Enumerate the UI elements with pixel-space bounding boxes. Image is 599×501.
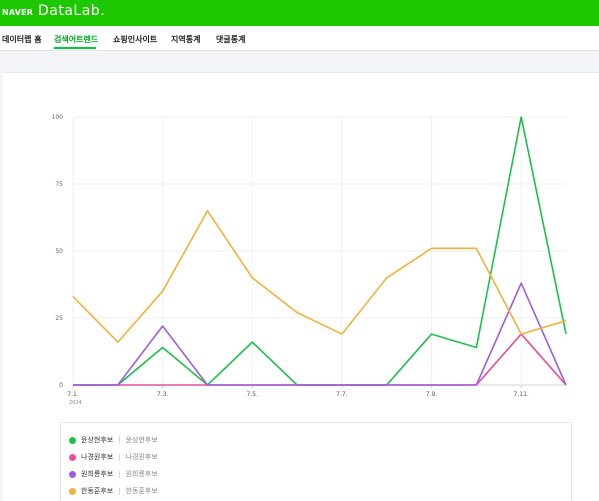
x-tick-label: 7.9. [426,391,438,398]
chart-axes: 0 25 50 75 100 7.1. 7.3. 7.5. 7.7. 7.9. 7.11. 2024 [52,114,529,406]
y-tick-label: 100 [52,114,64,121]
legend-series-name: 원희룡후보 [81,470,114,478]
nav-item-comment-stats[interactable]: 댓글통계 [216,35,246,44]
legend-divider: | [118,436,121,444]
main-nav: 데이터랩 홈 검색어트렌드 쇼핑인사이트 지역통계 댓글통계 [0,26,599,51]
series-line [72,210,567,343]
x-tick-label: 7.11. [514,391,529,398]
x-tick-label: 7.3. [157,391,169,398]
top-header-bar: NAVER DataLab. [0,0,599,26]
nav-item-datalab-home[interactable]: 데이터랩 홈 [2,35,42,44]
legend-color-dot [69,470,76,478]
legend-series-terms: 윤상현후보 [125,436,158,444]
legend-color-dot [69,487,76,495]
chart-series [72,116,567,386]
legend-color-dot [69,436,76,444]
y-tick-label: 50 [55,248,63,255]
y-tick-label: 25 [55,315,63,322]
legend-series-terms: 원희룡후보 [125,470,158,478]
x-tick-label: 7.1. [67,391,79,398]
datalab-logo[interactable]: DataLab. [38,3,106,19]
legend-series-terms: 나경원후보 [125,453,158,461]
legend-item[interactable]: 나경원후보 | 나경원후보 [69,452,158,462]
legend-series-name: 나경원후보 [81,453,114,461]
legend-divider: | [118,487,121,495]
legend-color-dot [69,453,76,461]
legend-series-name: 한동훈후보 [81,487,114,495]
nav-item-shopping-insight[interactable]: 쇼핑인사이트 [113,35,158,44]
active-tab-underline [54,47,96,49]
x-tick-label: 7.7. [336,391,348,398]
x-year-label: 2024 [69,400,82,406]
legend-item[interactable]: 윤상현후보 | 윤상현후보 [69,435,158,445]
legend-divider: | [118,453,121,461]
naver-logo[interactable]: NAVER [2,8,34,17]
series-line [73,282,567,386]
x-tick-label: 7.5. [247,391,259,398]
y-tick-label: 75 [55,181,63,188]
legend-item[interactable]: 원희룡후보 | 원희룡후보 [69,469,158,479]
legend-series-terms: 한동훈후보 [125,487,158,495]
chart-grid [72,116,566,386]
chart-legend: 윤상현후보 | 윤상현후보 나경원후보 | 나경원후보 원희룡후보 | 원희룡후… [60,422,572,501]
nav-item-search-trend[interactable]: 검색어트렌드 [54,35,99,44]
series-line [73,333,567,386]
legend-divider: | [118,470,121,478]
nav-item-regional-stats[interactable]: 지역통계 [171,35,201,44]
legend-series-name: 윤상현후보 [81,436,114,444]
legend-item[interactable]: 한동훈후보 | 한동훈후보 [69,486,158,496]
y-tick-label: 0 [59,382,63,389]
